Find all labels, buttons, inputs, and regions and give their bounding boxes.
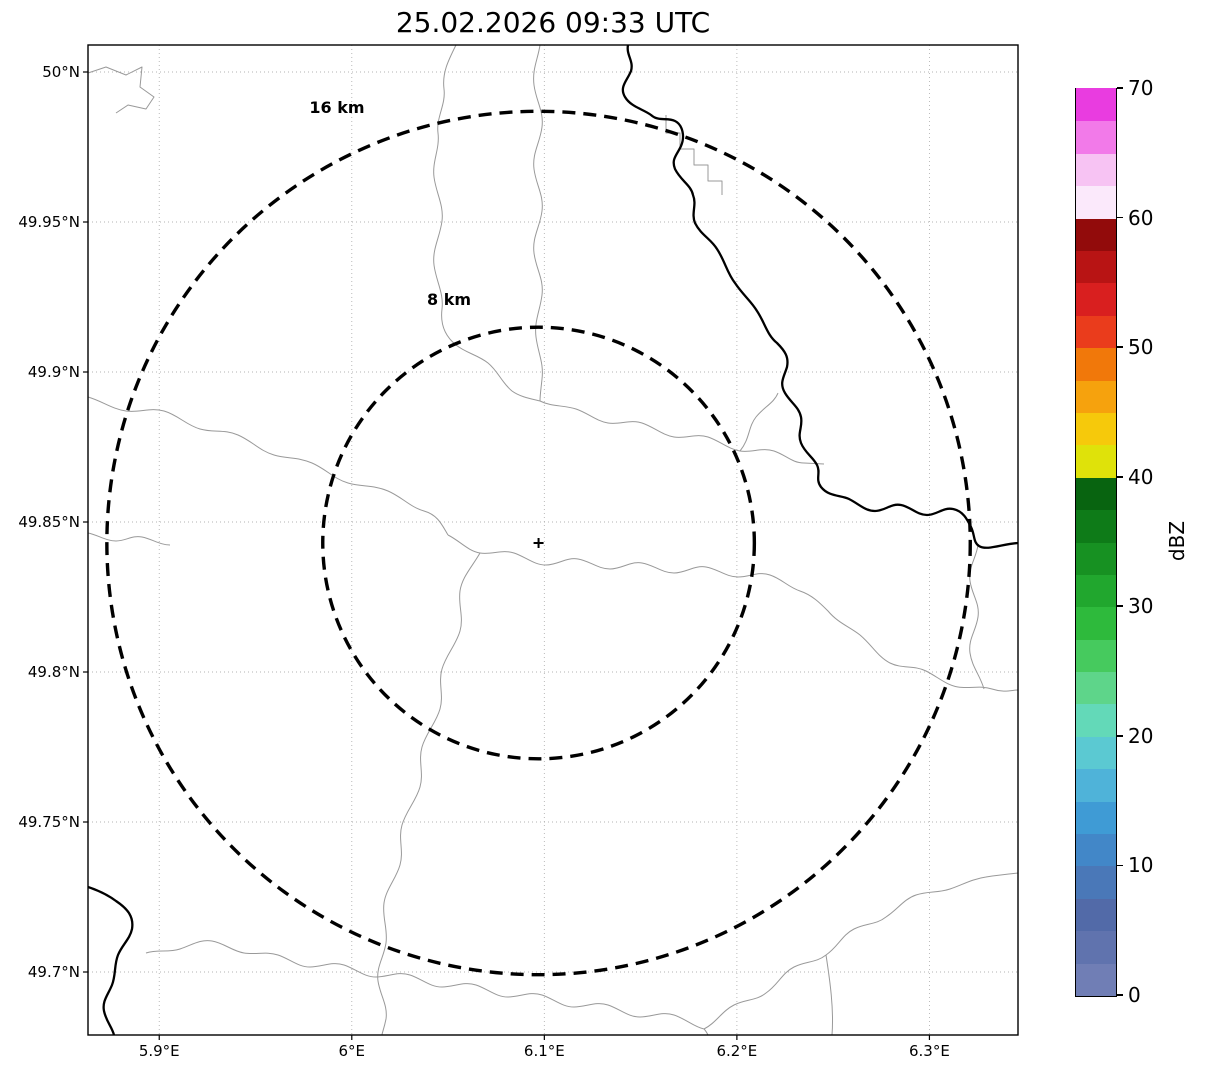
colorbar-segment xyxy=(1076,120,1116,154)
colorbar-segment xyxy=(1076,639,1116,673)
range-ring-16km xyxy=(105,109,972,977)
colorbar-tick-mark xyxy=(1117,864,1123,867)
boundary-line xyxy=(87,396,449,536)
river-line xyxy=(621,44,1019,549)
colorbar-tick-mark xyxy=(1117,605,1123,608)
boundary-line xyxy=(665,115,723,195)
map-plot-area: 16 km 8 km xyxy=(83,44,1019,1040)
map-canvas: 16 km 8 km xyxy=(83,44,1019,1040)
river-country-border xyxy=(87,44,1019,1036)
x-tick-label: 6.2°E xyxy=(716,1042,758,1060)
colorbar-tick-mark xyxy=(1117,346,1123,348)
colorbar-segment xyxy=(1076,703,1116,737)
boundary-line xyxy=(145,940,705,1030)
boundary-line xyxy=(539,400,825,465)
colorbar-tick-mark xyxy=(1117,735,1123,737)
colorbar-tick-label: 20 xyxy=(1128,723,1154,748)
range-ring-8km xyxy=(321,325,757,761)
colorbar-segment xyxy=(1076,768,1116,802)
colorbar-segment xyxy=(1076,898,1116,932)
colorbar-tick-label: 70 xyxy=(1128,76,1154,100)
colorbar-tick-label: 60 xyxy=(1128,205,1154,230)
radar-site-marker xyxy=(533,538,544,548)
boundary-line xyxy=(377,552,481,1036)
y-tick-label: 49.7°N xyxy=(27,963,80,981)
colorbar-tick-mark xyxy=(1117,216,1123,219)
colorbar-tick-label: 0 xyxy=(1128,983,1141,1007)
range-ring-label-8km: 8 km xyxy=(427,290,471,309)
colorbar-segment xyxy=(1076,671,1116,705)
y-tick-label: 49.85°N xyxy=(18,513,80,531)
boundary-line xyxy=(433,44,541,402)
colorbar-segment xyxy=(1076,865,1116,899)
colorbar-segment xyxy=(1076,347,1116,381)
boundary-line xyxy=(703,1028,709,1036)
colorbar-segment xyxy=(1076,444,1116,478)
colorbar-segment xyxy=(1076,88,1116,122)
boundary-line xyxy=(87,532,171,546)
range-ring-label-16km: 16 km xyxy=(309,98,364,117)
colorbar-segment xyxy=(1076,153,1116,187)
colorbar-segment xyxy=(1076,509,1116,543)
grid-lines xyxy=(88,45,1018,1035)
colorbar-segment xyxy=(1076,477,1116,511)
colorbar-gradient xyxy=(1076,88,1116,996)
boundary-line xyxy=(825,954,834,1036)
x-tick-label: 6°E xyxy=(338,1042,366,1060)
colorbar-segment xyxy=(1076,315,1116,349)
colorbar-tick-mark xyxy=(1117,994,1123,996)
x-tick-label: 6.3°E xyxy=(909,1042,950,1060)
boundary-line xyxy=(739,392,779,452)
y-tick-label: 49.95°N xyxy=(18,213,80,231)
colorbar-segment xyxy=(1076,930,1116,964)
colorbar-tick-label: 30 xyxy=(1128,594,1154,619)
colorbar-segment xyxy=(1076,250,1116,284)
colorbar-segment xyxy=(1076,574,1116,608)
admin-boundaries xyxy=(87,44,1019,1036)
colorbar-segment xyxy=(1076,282,1116,316)
colorbar-segment xyxy=(1076,736,1116,770)
boundary-line xyxy=(447,534,1019,692)
y-tick-label: 49.75°N xyxy=(18,813,80,831)
colorbar-segment xyxy=(1076,412,1116,446)
colorbar-segment xyxy=(1076,541,1116,575)
colorbar-segment xyxy=(1076,606,1116,640)
y-tick-label: 49.8°N xyxy=(27,663,80,681)
colorbar-segment xyxy=(1076,801,1116,835)
boundary-line xyxy=(533,44,543,402)
boundary-line xyxy=(703,872,1019,1030)
y-tick-label: 49.9°N xyxy=(27,363,80,381)
colorbar-segment xyxy=(1076,833,1116,867)
boundary-line xyxy=(969,544,985,690)
colorbar-tick-label: 50 xyxy=(1128,335,1154,360)
figure-title: 25.02.2026 09:33 UTC xyxy=(395,6,711,39)
colorbar xyxy=(1075,88,1117,997)
x-tick-label: 5.9°E xyxy=(138,1042,180,1060)
y-tick-label: 50°N xyxy=(42,63,80,81)
boundary-line xyxy=(87,66,155,114)
colorbar-tick-label: 10 xyxy=(1128,853,1154,878)
colorbar-segment xyxy=(1076,185,1116,219)
colorbar-segment xyxy=(1076,963,1116,996)
river-line xyxy=(87,885,134,1036)
x-tick-label: 6.1°E xyxy=(523,1042,565,1060)
colorbar-tick-label: 40 xyxy=(1128,464,1154,489)
colorbar-label: dBZ xyxy=(1165,520,1189,562)
plot-frame xyxy=(87,44,1019,1036)
colorbar-segment xyxy=(1076,379,1116,413)
colorbar-segment xyxy=(1076,217,1116,251)
range-rings xyxy=(105,109,972,977)
colorbar-tick-mark xyxy=(1117,475,1123,478)
axis-tick-marks xyxy=(83,71,931,1040)
colorbar-tick-mark xyxy=(1117,87,1123,89)
